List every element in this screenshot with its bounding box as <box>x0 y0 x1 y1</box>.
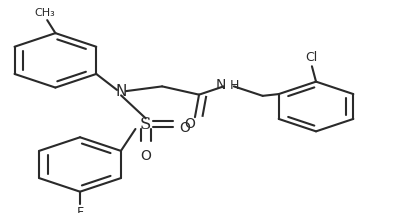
Text: CH₃: CH₃ <box>35 8 56 18</box>
Text: Cl: Cl <box>305 51 317 64</box>
Text: S: S <box>140 116 151 133</box>
Text: N: N <box>115 84 127 99</box>
Text: N: N <box>216 78 226 92</box>
Text: O: O <box>140 149 151 163</box>
Text: O: O <box>179 121 190 135</box>
Text: F: F <box>76 206 84 213</box>
Text: H: H <box>230 79 239 92</box>
Text: O: O <box>185 117 195 131</box>
